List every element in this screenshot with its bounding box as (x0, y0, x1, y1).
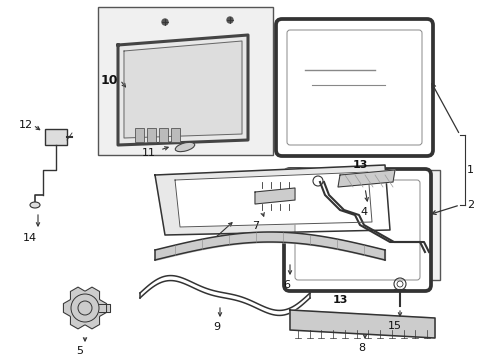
Text: 13: 13 (351, 160, 367, 170)
Text: 4: 4 (359, 207, 366, 217)
Bar (309, 170, 439, 280)
Text: 2: 2 (466, 200, 473, 210)
Polygon shape (289, 310, 434, 338)
Text: 1: 1 (466, 165, 473, 175)
FancyBboxPatch shape (286, 30, 421, 145)
Text: 15: 15 (387, 321, 401, 331)
Text: 11: 11 (142, 148, 156, 158)
Bar (171, 128, 180, 142)
Text: 3: 3 (200, 240, 206, 250)
Text: 14: 14 (23, 233, 37, 243)
Circle shape (162, 19, 168, 25)
Text: 12: 12 (19, 120, 33, 130)
FancyBboxPatch shape (284, 169, 430, 291)
Bar (98, 7, 272, 155)
Bar (147, 128, 156, 142)
Text: 13: 13 (332, 295, 347, 305)
Bar (159, 128, 168, 142)
Bar (135, 128, 143, 142)
Polygon shape (155, 165, 389, 235)
Text: 9: 9 (213, 322, 220, 332)
Ellipse shape (175, 142, 194, 152)
Polygon shape (99, 304, 110, 312)
Polygon shape (118, 35, 247, 145)
FancyBboxPatch shape (275, 19, 432, 156)
Polygon shape (63, 287, 106, 329)
Polygon shape (124, 41, 242, 138)
Text: 6: 6 (283, 280, 289, 290)
Ellipse shape (30, 202, 40, 208)
Text: 7: 7 (251, 221, 259, 231)
FancyBboxPatch shape (294, 180, 419, 280)
Polygon shape (337, 170, 394, 187)
Circle shape (226, 17, 232, 23)
Polygon shape (254, 188, 294, 204)
Bar (45, 129, 67, 145)
Polygon shape (175, 172, 371, 227)
Text: 10: 10 (101, 73, 118, 86)
Text: 8: 8 (357, 343, 365, 353)
Text: 5: 5 (76, 346, 83, 356)
